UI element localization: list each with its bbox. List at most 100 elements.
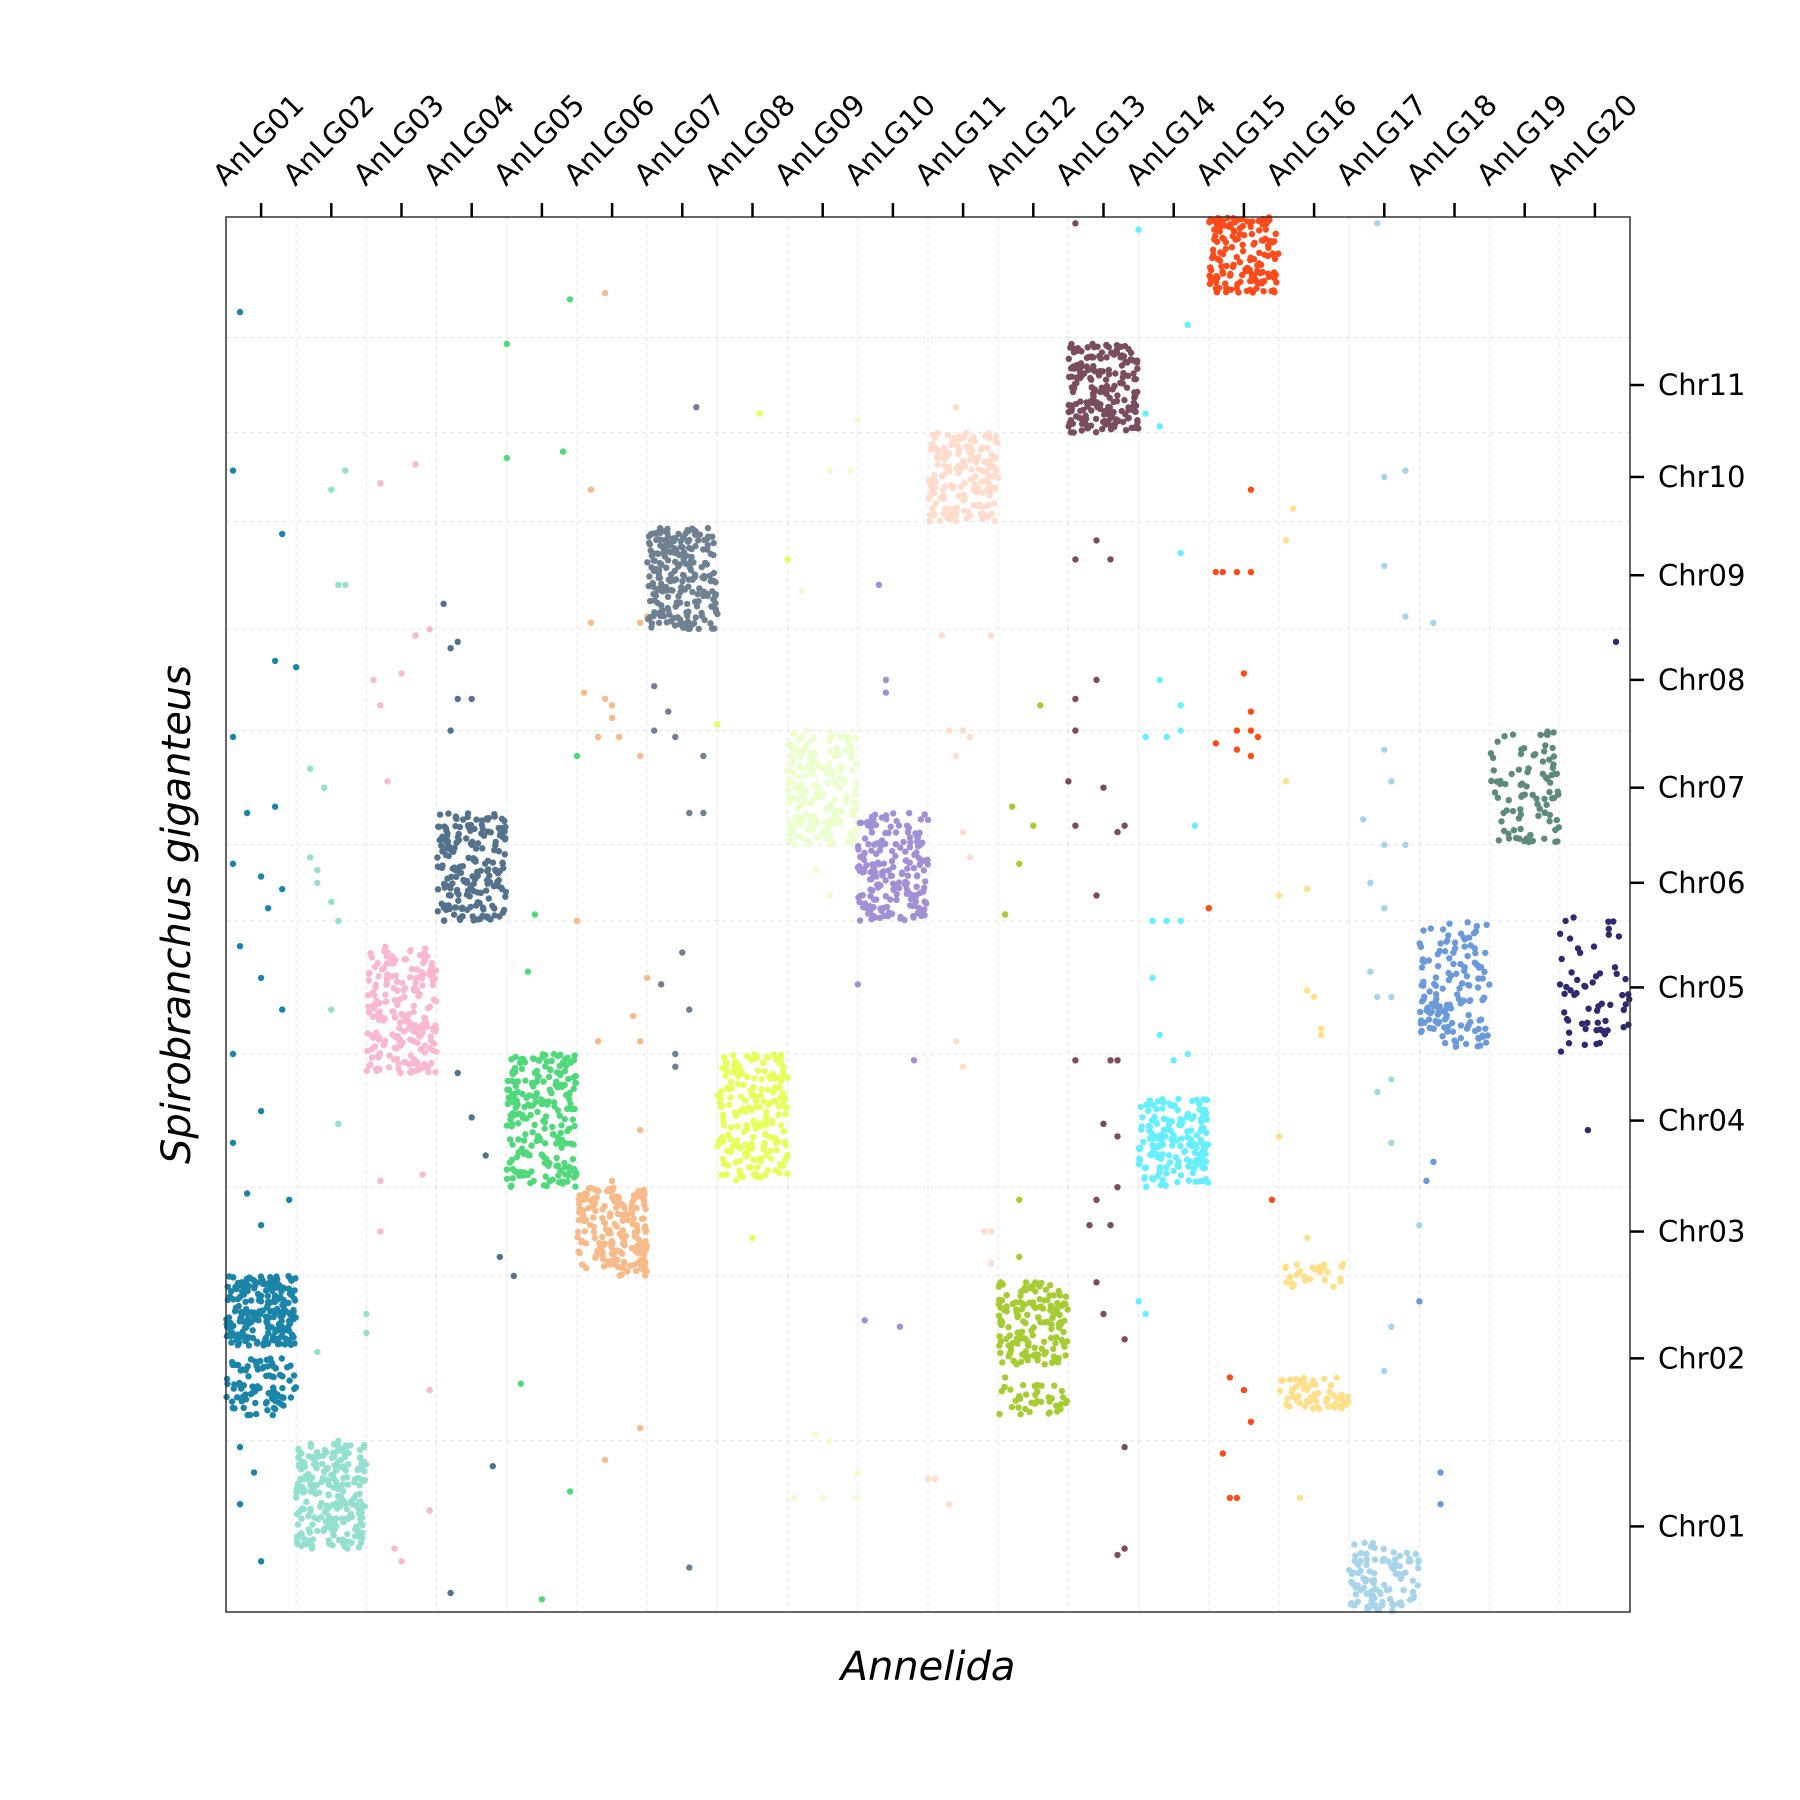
data-point [867, 823, 875, 831]
data-point [1093, 537, 1100, 544]
data-point [484, 914, 492, 922]
data-point [890, 863, 897, 871]
data-point [748, 1091, 755, 1099]
data-point [366, 969, 373, 977]
data-point [1150, 1135, 1158, 1142]
data-point [395, 1060, 402, 1068]
data-point [984, 476, 991, 483]
data-point [810, 812, 818, 819]
data-point [1568, 969, 1575, 976]
data-point [690, 620, 698, 627]
data-point [1156, 676, 1163, 684]
data-point [851, 792, 858, 799]
data-point [945, 449, 952, 457]
data-point [1172, 1154, 1180, 1161]
data-point [567, 1100, 574, 1108]
data-point [410, 1002, 418, 1009]
data-point [571, 1105, 578, 1113]
data-point [782, 1110, 790, 1118]
data-point [253, 1410, 260, 1418]
data-point [1534, 801, 1541, 808]
data-point [345, 1461, 352, 1468]
data-point [318, 1478, 325, 1486]
data-point [255, 1308, 262, 1316]
data-point [822, 805, 830, 812]
data-point [1296, 1494, 1304, 1502]
data-point [731, 1109, 739, 1116]
data-point [1177, 702, 1184, 709]
data-point [1047, 1282, 1054, 1289]
data-point [717, 1094, 724, 1102]
data-point [1378, 1602, 1386, 1609]
data-point [1314, 1389, 1322, 1397]
data-point [241, 1324, 249, 1331]
y-tick-label: Chr10 [1658, 460, 1745, 494]
y-tick-label: Chr07 [1658, 771, 1745, 805]
data-point [1283, 1279, 1290, 1286]
data-point [1240, 670, 1248, 677]
data-point [1163, 917, 1170, 924]
data-point [425, 1068, 432, 1076]
data-point [1326, 1388, 1333, 1395]
data-point [1357, 1550, 1365, 1557]
data-point [930, 431, 937, 439]
data-point [511, 1064, 519, 1072]
data-point [714, 721, 721, 728]
data-point [720, 1122, 728, 1129]
data-point [501, 836, 509, 843]
data-point [520, 1055, 527, 1063]
data-point [888, 857, 896, 865]
data-point [307, 854, 314, 861]
data-point [290, 1306, 297, 1314]
data-point [1368, 1593, 1375, 1600]
data-point [1344, 1393, 1352, 1400]
data-point [375, 1033, 383, 1041]
data-point [1527, 831, 1534, 839]
data-point [581, 1228, 589, 1235]
data-point [1247, 486, 1255, 493]
data-point [1151, 1113, 1158, 1121]
data-point [303, 1498, 310, 1506]
data-point [942, 505, 949, 512]
data-point [1301, 1273, 1308, 1280]
data-point [428, 962, 436, 969]
data-point [389, 1008, 396, 1015]
data-point [1037, 1398, 1045, 1406]
data-point [1441, 1039, 1449, 1047]
data-point [1434, 951, 1441, 958]
data-point [271, 803, 279, 810]
data-point [1215, 256, 1222, 263]
data-point [256, 1297, 263, 1304]
data-point [230, 1274, 237, 1281]
data-point [1288, 1279, 1295, 1287]
data-point [434, 908, 441, 915]
data-point [559, 448, 567, 455]
data-point [1082, 412, 1089, 419]
data-point [569, 1156, 577, 1163]
data-point [1095, 372, 1103, 379]
data-point [1031, 1382, 1038, 1390]
data-point [977, 510, 985, 517]
data-point [530, 1055, 537, 1063]
data-point [1189, 1097, 1196, 1105]
series-AnLG16 [1275, 505, 1352, 1502]
data-point [802, 727, 810, 735]
data-point [695, 537, 702, 544]
data-point [1425, 957, 1433, 964]
data-point [1111, 382, 1118, 390]
data-point [585, 1204, 592, 1212]
data-point [1117, 343, 1125, 350]
data-point [978, 478, 986, 485]
data-point [916, 908, 923, 915]
data-point [828, 817, 836, 824]
data-point [386, 1052, 393, 1059]
data-point [1596, 970, 1604, 977]
data-point [268, 1359, 276, 1367]
data-point [974, 502, 981, 510]
data-point [392, 1033, 399, 1041]
data-point [372, 981, 379, 988]
data-point [1517, 781, 1524, 789]
data-point [1114, 828, 1121, 836]
data-point [576, 1250, 583, 1257]
data-point [968, 466, 975, 473]
